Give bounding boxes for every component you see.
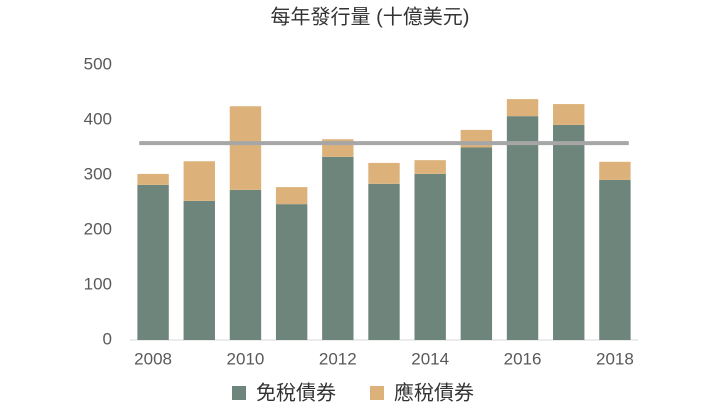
x-tick-label: 2016 xyxy=(504,349,542,368)
bar-segment xyxy=(183,200,215,340)
bar-segment xyxy=(553,104,585,125)
bar-segment xyxy=(137,173,169,185)
y-tick-label: 200 xyxy=(84,219,112,238)
bar-segment xyxy=(414,160,446,174)
bar-segment xyxy=(275,187,308,205)
bar-segment xyxy=(599,161,631,180)
bar-segment xyxy=(137,184,169,340)
legend-label: 應稅債券 xyxy=(394,380,474,404)
legend-swatch xyxy=(232,386,246,400)
bar-segment xyxy=(229,106,262,190)
bar-segment xyxy=(183,161,215,201)
bar-segment xyxy=(460,147,493,340)
y-tick-label: 500 xyxy=(84,54,112,73)
bar-segment xyxy=(599,179,631,340)
y-tick-label: 400 xyxy=(84,109,112,128)
legend-swatch xyxy=(370,386,384,400)
x-tick-label: 2008 xyxy=(134,349,172,368)
bar-segment xyxy=(229,189,262,340)
bar-segment xyxy=(506,116,539,341)
y-tick-label: 0 xyxy=(103,329,112,348)
bar-segment xyxy=(553,124,585,340)
chart-title: 每年發行量 (十億美元) xyxy=(271,5,470,28)
bar-segment xyxy=(368,183,400,340)
x-tick-label: 2010 xyxy=(227,349,265,368)
x-tick-label: 2012 xyxy=(319,349,357,368)
bar-segment xyxy=(275,204,308,340)
bar-segment xyxy=(368,162,400,184)
y-tick-label: 300 xyxy=(84,164,112,183)
x-tick-label: 2018 xyxy=(596,349,634,368)
x-tick-label: 2014 xyxy=(411,349,449,368)
y-tick-label: 100 xyxy=(84,274,112,293)
legend-label: 免稅債券 xyxy=(256,381,336,404)
bar-segment xyxy=(506,99,539,117)
bar-segment xyxy=(322,156,354,340)
bar-segment xyxy=(414,173,446,340)
